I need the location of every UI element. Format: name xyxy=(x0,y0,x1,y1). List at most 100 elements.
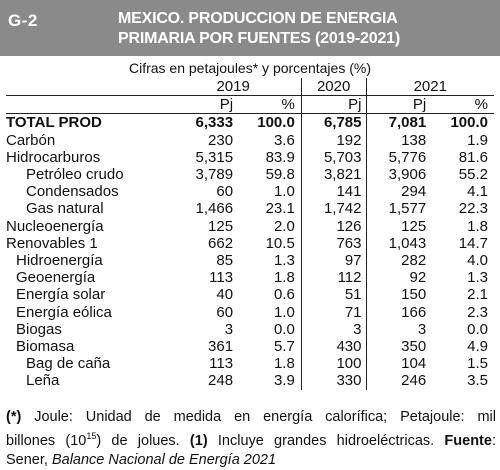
cell-2020-pj: 6,785 xyxy=(301,113,367,132)
cell-2019-pct: 100.0 xyxy=(237,113,302,132)
cell-2019-pct: 3.9 xyxy=(237,372,302,390)
cell-2020-pj: 3 xyxy=(301,320,367,339)
cell-2020-pj: 763 xyxy=(301,234,367,253)
cell-2020-pj: 430 xyxy=(301,338,367,356)
unit-header-2021-pj: Pj xyxy=(366,95,431,115)
cell-2019-pj: 60 xyxy=(216,303,234,321)
row-label: Biomasa xyxy=(16,338,75,356)
cell-2021-pj: 7,081 xyxy=(388,114,427,132)
figure-code: G-2 xyxy=(8,11,38,30)
footnote-billones-post: ) de jolues. xyxy=(96,432,190,449)
row-label: Energía solar xyxy=(16,286,106,304)
year-header-blank xyxy=(6,78,166,97)
cell-2021-pj: 166 xyxy=(401,303,427,321)
cell-2020-pj: 97 xyxy=(301,252,367,270)
cell-2019-pct: 10.5 xyxy=(237,234,302,253)
unit-header-row: Pj % Pj Pj % xyxy=(6,95,494,115)
row-label: Condensados xyxy=(26,183,119,201)
cell-2019-pj: 248 xyxy=(208,372,234,390)
cell-2019-pct: 83.9 xyxy=(237,148,302,167)
cell-2021-pct: 1.5 xyxy=(467,355,488,373)
cell-2020-pj: 141 xyxy=(301,183,367,201)
footnote-line-1: (*) Joule: Unidad de medida en energía c… xyxy=(6,408,496,427)
table-row: Nucleoenergía 125 2.0 126 125 1.8 xyxy=(6,217,494,235)
row-label: Leña xyxy=(26,372,60,390)
cell-2021-pct: 1.9 xyxy=(467,131,488,149)
table-row: Hidroenergía 85 1.3 97 282 4.0 xyxy=(6,252,494,270)
table-row: Leña 248 3.9 330 246 3.5 xyxy=(6,372,494,390)
cell-2019-pj: 113 xyxy=(209,269,234,287)
cell-2021-pct: 1.8 xyxy=(467,217,488,235)
cell-2021-pct: 0.0 xyxy=(467,320,488,338)
footnote-line-2: billones (1015) de jolues. (1) Incluye g… xyxy=(6,427,496,451)
cell-2020-pj: 112 xyxy=(301,269,367,287)
table-row: Hidrocarburos 5,315 83.9 5,703 5,776 81.6 xyxy=(6,148,494,167)
table-row: Renovables 1 662 10.5 763 1,043 14.7 xyxy=(6,234,494,253)
row-label: Petróleo crudo xyxy=(26,166,124,184)
cell-2021-pj: 150 xyxy=(401,286,427,304)
cell-2019-pj: 3 xyxy=(224,320,234,338)
cell-2020-pj: 5,703 xyxy=(301,148,367,167)
cell-2021-pj: 5,776 xyxy=(388,148,427,166)
cell-2019-pj: 113 xyxy=(209,355,234,373)
table-row: Bag de caña 113 1.8 100 104 1.5 xyxy=(6,355,494,373)
cell-2019-pj: 85 xyxy=(216,252,234,270)
cell-2019-pj: 125 xyxy=(208,217,234,235)
cell-2019-pct: 1.8 xyxy=(237,355,302,373)
figure-title: MEXICO. PRODUCCION DE ENERGIA PRIMARIA P… xyxy=(118,9,496,49)
cell-2019-pct: 0.0 xyxy=(237,320,302,339)
cell-2020-pj: 192 xyxy=(301,131,367,149)
unit-header-blank xyxy=(6,95,166,115)
row-label: Renovables 1 xyxy=(6,234,98,252)
row-label: TOTAL PROD xyxy=(6,114,102,132)
cell-2019-pct: 23.1 xyxy=(237,200,302,218)
cell-2021-pct: 4.0 xyxy=(467,252,488,270)
row-label: Carbón xyxy=(6,131,56,149)
cell-2021-pct: 100.0 xyxy=(450,114,488,132)
footnote-line-3: Sener, Balance Nacional de Energía 2021 xyxy=(6,451,496,470)
cell-2019-pj: 40 xyxy=(216,286,234,304)
table-row: TOTAL PROD 6,333 100.0 6,785 7,081 100.0 xyxy=(6,113,494,132)
footnote-mark-asterisk: (*) xyxy=(6,409,22,425)
footnote-billones-pre: billones (10 xyxy=(6,432,87,449)
cell-2019-pct: 1.3 xyxy=(237,252,302,270)
footnote-source-pre: Sener, xyxy=(6,451,52,468)
cell-2021-pj: 246 xyxy=(401,372,427,390)
cell-2021-pj: 282 xyxy=(401,252,427,270)
cell-2019-pct: 3.6 xyxy=(237,131,302,149)
cell-2019-pj: 60 xyxy=(216,183,234,201)
cell-2019-pct: 1.0 xyxy=(237,303,302,321)
table-row: Biogas 3 0.0 3 3 0.0 xyxy=(6,320,494,339)
cell-2021-pj: 125 xyxy=(401,217,427,235)
unit-header-2019-pj: Pj xyxy=(165,95,238,115)
cell-2020-pj: 330 xyxy=(301,372,367,390)
cell-2019-pj: 3,789 xyxy=(195,166,234,184)
cell-2021-pct: 3.5 xyxy=(467,372,488,390)
footnote-exponent: 15 xyxy=(86,431,97,441)
footnote-source-label: Fuente xyxy=(444,432,492,449)
cell-2019-pj: 230 xyxy=(208,131,234,149)
cell-2021-pct: 4.9 xyxy=(467,338,488,356)
cell-2019-pct: 1.0 xyxy=(237,183,302,201)
cell-2019-pct: 5.7 xyxy=(237,338,302,356)
year-header-row: 2019 2020 2021 xyxy=(6,78,494,97)
unit-header-2020-pj: Pj xyxy=(301,95,367,115)
row-label: Gas natural xyxy=(26,200,104,218)
cell-2019-pct: 2.0 xyxy=(237,217,302,235)
table-row: Condensados 60 1.0 141 294 4.1 xyxy=(6,183,494,201)
cell-2019-pj: 662 xyxy=(208,234,234,252)
cell-2021-pj: 138 xyxy=(401,131,427,149)
row-label: Hidroenergía xyxy=(16,252,103,270)
footnote-joule-definition: Joule: Unidad de medida en energía calor… xyxy=(21,409,496,425)
cell-2021-pct: 1.3 xyxy=(467,269,488,287)
cell-2019-pct: 59.8 xyxy=(237,166,302,184)
cell-2020-pj: 1,742 xyxy=(301,200,367,218)
unit-header-2021-pct: % xyxy=(430,95,494,115)
row-label: Biogas xyxy=(16,320,62,338)
figure-header: G-2 MEXICO. PRODUCCION DE ENERGIA PRIMAR… xyxy=(0,0,500,56)
cell-2019-pct: 1.8 xyxy=(237,269,302,287)
row-label: Bag de caña xyxy=(26,355,111,373)
cell-2020-pj: 3,821 xyxy=(301,166,367,184)
table-row: Energía solar 40 0.6 51 150 2.1 xyxy=(6,286,494,304)
year-2020-header: 2020 xyxy=(301,78,367,97)
